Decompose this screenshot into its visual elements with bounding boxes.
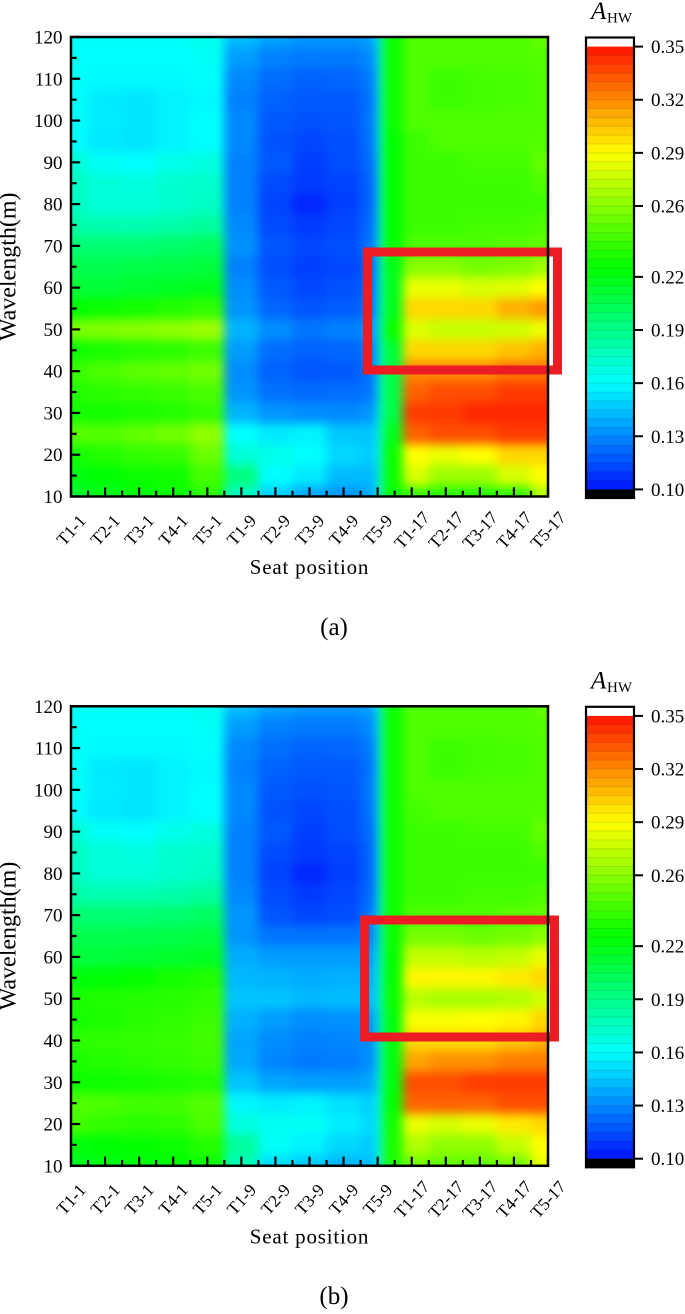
- svg-text:110: 110: [35, 69, 63, 90]
- svg-text:100: 100: [34, 111, 63, 132]
- svg-text:10: 10: [44, 487, 63, 508]
- svg-text:0.10: 0.10: [651, 480, 684, 501]
- svg-text:60: 60: [44, 278, 63, 299]
- svg-text:0.19: 0.19: [651, 990, 684, 1011]
- svg-text:Wavelength(m): Wavelength(m): [0, 192, 22, 341]
- svg-text:80: 80: [44, 864, 63, 885]
- svg-text:A: A: [589, 667, 607, 694]
- svg-text:50: 50: [44, 989, 63, 1010]
- svg-text:40: 40: [44, 1031, 63, 1052]
- svg-text:30: 30: [44, 404, 63, 425]
- svg-text:0.35: 0.35: [651, 37, 684, 58]
- svg-text:10: 10: [44, 1156, 63, 1177]
- svg-text:100: 100: [34, 780, 63, 801]
- svg-text:Seat position: Seat position: [250, 555, 369, 579]
- svg-text:0.16: 0.16: [651, 1043, 684, 1064]
- svg-text:20: 20: [44, 445, 63, 466]
- svg-text:0.13: 0.13: [651, 427, 684, 448]
- svg-text:(b): (b): [319, 1283, 348, 1309]
- svg-text:0.19: 0.19: [651, 320, 684, 341]
- svg-text:0.35: 0.35: [651, 706, 684, 727]
- svg-text:90: 90: [44, 153, 63, 174]
- svg-text:70: 70: [44, 236, 63, 257]
- svg-text:0.29: 0.29: [651, 143, 684, 164]
- svg-text:20: 20: [44, 1115, 63, 1136]
- svg-text:40: 40: [44, 362, 63, 383]
- svg-text:120: 120: [34, 697, 63, 718]
- svg-text:A: A: [589, 0, 607, 25]
- svg-text:110: 110: [35, 739, 63, 760]
- svg-text:90: 90: [44, 822, 63, 843]
- svg-text:(a): (a): [320, 614, 348, 641]
- svg-text:0.13: 0.13: [651, 1096, 684, 1117]
- svg-text:Seat position: Seat position: [250, 1224, 369, 1248]
- svg-text:70: 70: [44, 906, 63, 927]
- svg-text:120: 120: [34, 28, 63, 49]
- svg-text:Wavelength(m): Wavelength(m): [0, 862, 22, 1011]
- svg-text:0.29: 0.29: [651, 813, 684, 834]
- svg-text:0.32: 0.32: [651, 90, 684, 111]
- svg-text:60: 60: [44, 947, 63, 968]
- svg-text:0.26: 0.26: [651, 197, 684, 218]
- svg-text:30: 30: [44, 1073, 63, 1094]
- svg-text:0.22: 0.22: [651, 937, 684, 958]
- svg-text:0.26: 0.26: [651, 866, 684, 887]
- svg-text:80: 80: [44, 195, 63, 216]
- svg-text:HW: HW: [607, 11, 633, 27]
- svg-text:0.10: 0.10: [651, 1149, 684, 1170]
- svg-text:0.16: 0.16: [651, 374, 684, 395]
- svg-text:50: 50: [44, 320, 63, 341]
- svg-text:0.22: 0.22: [651, 267, 684, 288]
- svg-text:0.32: 0.32: [651, 760, 684, 781]
- svg-text:HW: HW: [607, 680, 633, 696]
